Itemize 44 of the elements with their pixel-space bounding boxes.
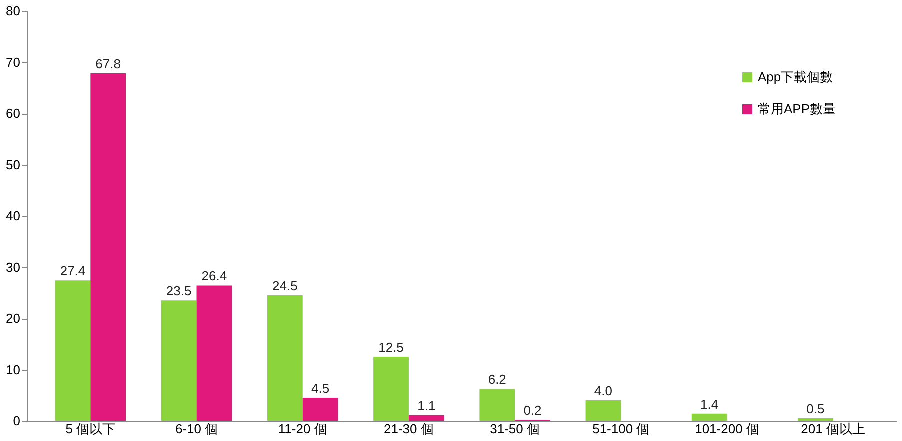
- bar: [586, 400, 622, 421]
- legend-label: App下載個數: [758, 70, 834, 84]
- bar: [302, 398, 338, 421]
- bar: [161, 300, 197, 421]
- bar: [267, 295, 303, 421]
- bar: [55, 280, 91, 421]
- data-label: 67.8: [96, 56, 121, 72]
- data-label: 23.5: [166, 284, 192, 299]
- data-label: 26.4: [202, 268, 228, 284]
- x-tick-label: 51-100 個: [592, 422, 650, 436]
- data-label: 1.1: [418, 398, 436, 414]
- y-tick-label: 20: [6, 311, 20, 326]
- y-tick-label: 10: [6, 362, 20, 378]
- data-label: 27.4: [60, 264, 86, 279]
- y-tick-label: 30: [6, 260, 20, 275]
- data-label: 6.2: [488, 372, 506, 388]
- data-label: 4.5: [312, 380, 330, 396]
- y-tick-label: 80: [6, 4, 20, 18]
- x-tick-label: 11-20 個: [278, 422, 328, 436]
- bar: [798, 418, 834, 421]
- bar: [196, 286, 232, 421]
- data-label: 12.5: [378, 340, 404, 355]
- data-label: 4.0: [594, 384, 613, 398]
- data-label: 0.2: [524, 402, 542, 418]
- x-tick-label: 21-30 個: [384, 422, 434, 436]
- data-label: 24.5: [272, 278, 298, 294]
- data-label: 1.4: [700, 396, 719, 412]
- bar: [408, 415, 444, 421]
- y-tick-label: 40: [6, 208, 20, 224]
- y-tick-label: 0: [13, 414, 20, 428]
- bar: [374, 356, 409, 421]
- data-label: 0.5: [806, 401, 825, 416]
- y-tick-label: 60: [6, 106, 20, 121]
- x-tick-label: 101-200 個: [695, 422, 760, 436]
- bar: [90, 74, 126, 421]
- bar: [480, 389, 516, 421]
- x-tick-label: 201 個以上: [801, 422, 866, 436]
- legend-label: 常用APP數量: [758, 102, 836, 116]
- x-tick-label: 31-50 個: [490, 422, 540, 436]
- x-tick-label: 6-10 個: [175, 422, 218, 436]
- x-tick-label: 5 個以下: [66, 422, 116, 436]
- bar: [692, 414, 728, 421]
- y-tick-label: 50: [6, 157, 20, 172]
- y-tick-label: 70: [6, 54, 20, 70]
